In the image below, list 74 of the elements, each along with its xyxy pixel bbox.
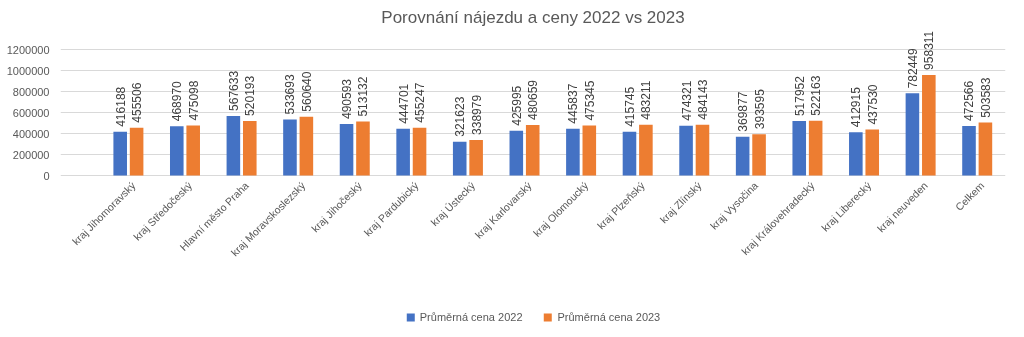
bar	[582, 125, 597, 176]
bar	[452, 141, 467, 176]
bar	[792, 121, 807, 176]
data-label: 475345	[582, 80, 597, 121]
bar	[808, 120, 823, 176]
bar	[922, 74, 936, 176]
data-label: 472566	[962, 80, 977, 121]
bar	[865, 129, 880, 176]
data-label: 338979	[469, 94, 484, 135]
data-label: 475098	[186, 80, 201, 121]
y-tick-label: 200000	[12, 148, 50, 161]
data-label: 484143	[695, 79, 710, 120]
data-label: 513132	[356, 76, 371, 117]
bar	[566, 128, 580, 176]
data-label: 412915	[849, 86, 864, 128]
y-tick-label: 0	[43, 169, 50, 182]
y-tick-label: 1200000	[6, 43, 50, 56]
data-label: 437530	[865, 84, 880, 125]
bar	[849, 132, 863, 176]
legend-label: Průměrná cena 2022	[419, 311, 523, 323]
data-label: 444701	[396, 83, 411, 124]
bar	[962, 125, 976, 176]
bar	[242, 120, 257, 176]
data-label: 321623	[453, 96, 468, 137]
bar	[509, 130, 524, 176]
y-tick-label: 600000	[12, 106, 50, 119]
data-label: 517952	[792, 75, 807, 117]
data-label: 520193	[243, 75, 258, 116]
data-label: 503583	[978, 77, 993, 118]
bar	[283, 119, 297, 176]
y-tick-label: 1000000	[6, 64, 50, 77]
bar	[299, 116, 314, 176]
data-label: 490593	[340, 78, 355, 119]
data-label: 483211	[639, 80, 654, 120]
data-label: 474321	[679, 80, 694, 121]
bar	[525, 125, 540, 176]
bar	[170, 126, 184, 176]
bar	[639, 124, 653, 176]
chart-title: Porovnání nájezdu a ceny 2022 vs 2023	[381, 7, 685, 27]
bar	[339, 123, 354, 176]
bar	[622, 131, 637, 176]
data-label: 480659	[526, 79, 541, 121]
bar	[113, 131, 127, 176]
bar	[412, 127, 427, 176]
bar	[978, 122, 993, 176]
data-label: 782449	[905, 47, 920, 89]
data-label: 416188	[113, 86, 128, 127]
bar	[679, 125, 693, 176]
bar	[356, 121, 370, 176]
bar	[905, 93, 920, 176]
bar	[695, 124, 710, 176]
bar	[396, 128, 410, 176]
data-label: 415745	[622, 86, 637, 127]
data-label: 369877	[736, 91, 751, 132]
data-label: 533693	[283, 74, 298, 115]
data-label: 522163	[809, 75, 824, 116]
data-label: 445837	[566, 83, 581, 124]
bar	[186, 125, 200, 176]
data-label: 455506	[130, 82, 145, 123]
legend-label: Průměrná cena 2023	[557, 311, 661, 323]
data-label: 455247	[413, 82, 428, 123]
y-tick-label: 400000	[12, 127, 50, 140]
data-label: 958311	[922, 30, 937, 70]
bar	[469, 139, 483, 176]
y-tick-label: 800000	[12, 85, 50, 98]
data-label: 393595	[752, 88, 767, 130]
bar	[129, 127, 144, 176]
data-label: 567633	[226, 70, 241, 111]
data-label: 560640	[299, 71, 314, 112]
bar	[735, 136, 750, 176]
data-label: 468970	[170, 80, 185, 122]
data-label: 425995	[509, 85, 524, 126]
bar	[752, 134, 766, 176]
bar	[226, 115, 241, 176]
